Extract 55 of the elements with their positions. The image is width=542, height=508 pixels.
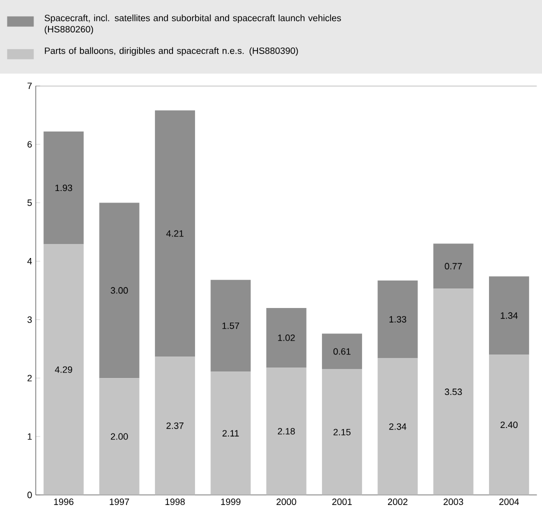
data-label: 0.61 [333,348,350,355]
bar [154,110,196,356]
bar [44,244,84,495]
y-tick-label: 7 [28,82,32,89]
y-tick-label: 2 [28,374,32,382]
data-label: 2.34 [389,423,406,430]
bar [378,358,418,495]
bar [433,288,474,495]
bar [99,202,140,378]
x-tick-label: 1997 [110,498,130,505]
bar [322,333,362,370]
y-tick-label: 0 [27,491,32,498]
data-label: 2.40 [500,421,518,428]
y-tick-label: 6 [28,140,32,148]
bar [210,280,251,372]
y-tick-label: 1 [28,433,32,440]
data-label: 0.77 [444,262,462,270]
data-label: 4.21 [166,230,184,236]
data-label: 2.18 [278,428,295,434]
bar [488,354,530,495]
data-label: 1.57 [222,322,240,329]
legend-label: Spacecraft, incl. satellites and suborbital and spacecraft launch vehicles (HS880260) [44,14,341,34]
bar [210,371,251,495]
bar [266,367,306,495]
data-label: 2.37 [166,422,184,429]
x-tick-label: 2003 [444,498,464,505]
data-label: 2.15 [334,428,351,436]
data-label: 1.93 [55,184,72,191]
bar [99,378,140,495]
data-label: 1.33 [389,316,406,322]
legend-label: Parts of balloons, dirigibles and spacecraft n.e.s. (HS880390) [44,47,298,56]
x-tick-label: 1999 [221,498,240,505]
bar [322,369,362,495]
x-tick-label: 2000 [276,498,296,505]
data-label: 3.53 [444,388,462,395]
bar [154,356,196,495]
bar [44,131,84,244]
x-tick-label: 2002 [388,498,408,505]
x-tick-label: 1998 [165,498,185,505]
bar [266,308,306,368]
data-label: 2.00 [110,433,128,440]
data-label: 1.34 [500,312,518,319]
bar [488,276,530,354]
data-label: 4.29 [54,366,72,373]
x-tick-label: 2001 [332,498,352,505]
y-tick-label: 4 [27,258,32,264]
data-label: 2.11 [222,430,239,436]
bar [378,280,418,358]
x-tick-label: 1996 [54,498,74,505]
x-tick-label: 2004 [499,498,519,505]
data-label: 3.00 [110,286,128,294]
bar [433,243,474,288]
data-label: 1.02 [278,334,295,341]
y-tick-label: 5 [27,199,32,206]
y-tick-label: 3 [27,316,32,323]
